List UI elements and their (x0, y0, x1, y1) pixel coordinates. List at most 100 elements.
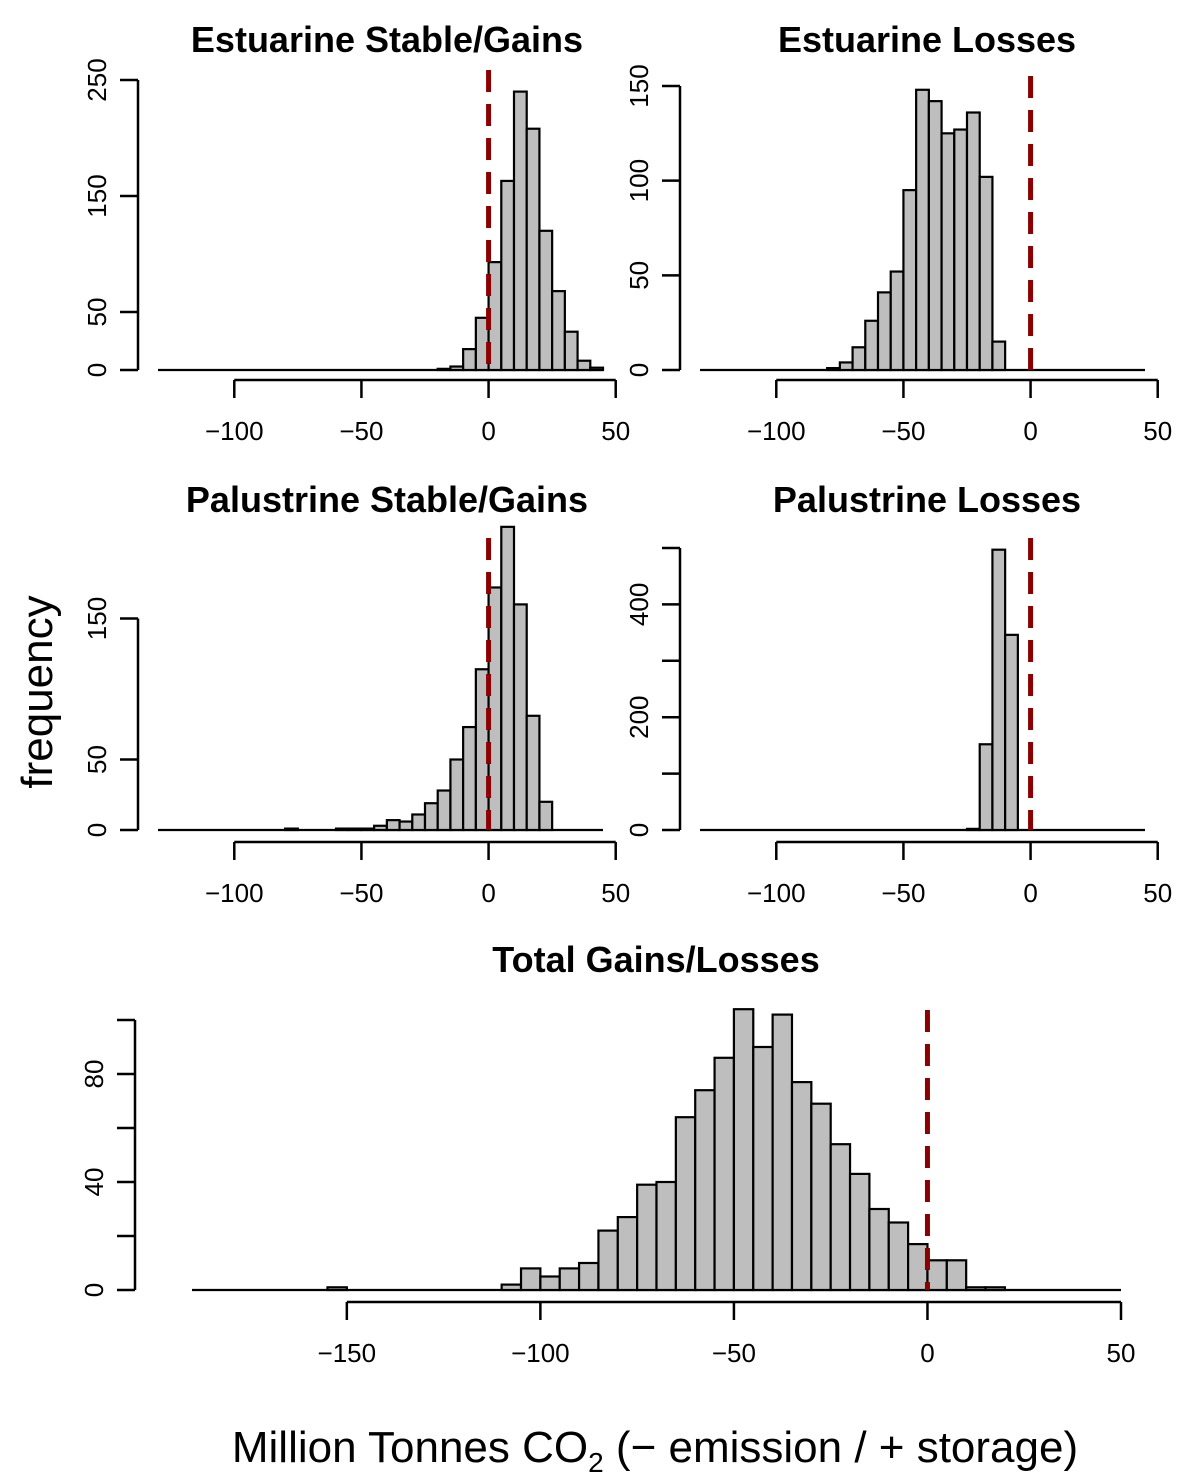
histogram-bar (398, 820, 414, 832)
histogram-bar (927, 100, 943, 372)
y-tick-label: 200 (624, 696, 654, 739)
histogram-bar (284, 827, 299, 832)
histogram-bar (519, 1267, 542, 1292)
histogram-bar (915, 88, 930, 372)
x-tick-label: 50 (601, 416, 630, 446)
histogram-bar (500, 525, 516, 832)
x-tick-label: −100 (747, 878, 806, 908)
histogram-bar (551, 290, 566, 372)
x-tick-label: −50 (881, 878, 925, 908)
histogram-bar (423, 802, 439, 832)
x-tick-label: 50 (1143, 878, 1172, 908)
panel-1: Estuarine Stable/Gains −100 −50 0 50 0 50 150 25… (82, 19, 630, 446)
histogram-bar (347, 827, 363, 832)
histogram-bar (829, 1143, 852, 1292)
histogram-bar (576, 359, 592, 372)
x-tick-label: 50 (1143, 416, 1172, 446)
y-tick-label: 0 (624, 823, 654, 837)
histogram-bar (826, 367, 841, 372)
x-tick-label: −150 (318, 1338, 377, 1368)
histogram-bar (978, 175, 994, 372)
histogram-bar (984, 1286, 1006, 1292)
x-tick-label: −100 (205, 878, 264, 908)
histogram-bar (926, 1259, 948, 1292)
histogram-bar (868, 1207, 890, 1292)
histogram-bar (694, 1089, 716, 1292)
panel-title: Palustrine Stable/Gains (186, 479, 588, 520)
histogram-bar (462, 348, 477, 372)
histogram-bar (538, 229, 554, 372)
panel-2: Estuarine Losses −100 −50 0 50 0 50 100 150 (624, 19, 1172, 446)
x-tick-label: −50 (712, 1338, 756, 1368)
histogram-bar (965, 1286, 987, 1292)
histogram-bar (887, 1221, 910, 1292)
y-tick-label: 50 (82, 745, 112, 774)
y-tick-label: 250 (82, 58, 112, 101)
histogram-bar (1004, 633, 1019, 832)
histogram-bar (436, 789, 452, 832)
histogram-bar (597, 1229, 619, 1292)
histogram-bar (771, 1013, 794, 1292)
histogram-bar (940, 132, 956, 372)
x-axis-label-subscript: 2 (588, 1447, 604, 1478)
y-tick-label: 50 (624, 261, 654, 290)
histogram-bar (525, 127, 541, 372)
histogram-bar (436, 367, 452, 372)
histogram-bar (500, 179, 516, 372)
histogram-bar (864, 319, 880, 372)
x-tick-label: 50 (1107, 1338, 1136, 1368)
histogram-bar (965, 111, 981, 372)
histogram-bar (525, 714, 541, 832)
histogram-bar (810, 1102, 832, 1292)
y-tick-label: 150 (624, 64, 654, 107)
histogram-bar (902, 189, 918, 372)
histogram-bar (838, 361, 854, 372)
panels-group: Estuarine Stable/Gains −100 −50 0 50 0 50 150 25… (79, 19, 1172, 1368)
histogram-bar (538, 800, 554, 832)
y-tick-label: 150 (82, 597, 112, 640)
y-axis-label: frequency (13, 595, 62, 788)
histogram-bar (385, 819, 401, 832)
x-tick-label: 0 (481, 416, 495, 446)
histogram-bar (876, 291, 892, 372)
x-axis-label-rest: (− emission / + storage) (604, 1423, 1078, 1472)
histogram-bar (965, 827, 981, 832)
x-tick-label: 0 (920, 1338, 934, 1368)
y-tick-label: 80 (79, 1060, 109, 1089)
histogram-bar (360, 827, 376, 832)
histogram-bar (558, 1267, 581, 1292)
x-tick-label: −100 (205, 416, 264, 446)
y-tick-label: 0 (82, 363, 112, 377)
histogram-bar (636, 1183, 658, 1292)
panel-title: Estuarine Losses (778, 19, 1076, 60)
histogram-bar (326, 1286, 348, 1292)
y-tick-label: 100 (624, 159, 654, 202)
histogram-bar (655, 1180, 677, 1292)
x-tick-label: −100 (511, 1338, 570, 1368)
y-tick-label: 0 (624, 363, 654, 377)
x-tick-label: −100 (747, 416, 806, 446)
y-tick-label: 0 (82, 823, 112, 837)
y-tick-label: 0 (79, 1283, 109, 1297)
histogram-bar (411, 813, 427, 832)
histogram-bar (848, 1172, 871, 1292)
x-tick-label: −50 (881, 416, 925, 446)
panel-title: Total Gains/Losses (492, 939, 819, 980)
histogram-bar (851, 346, 867, 372)
histogram-bar (991, 548, 1007, 832)
histogram-bar (449, 365, 465, 372)
histogram-bar (713, 1056, 736, 1292)
panel-5: Total Gains/Losses −150 −100 −50 0 50 0 40 80 (79, 939, 1135, 1368)
histogram-bar (616, 1215, 639, 1292)
y-tick-label: 400 (624, 583, 654, 626)
y-tick-label: 40 (79, 1168, 109, 1197)
histogram-bar (462, 725, 477, 832)
histogram-bar (334, 827, 350, 832)
histogram-bar (953, 128, 969, 372)
panel-title: Palustrine Losses (773, 479, 1081, 520)
histogram-bar (577, 1261, 600, 1292)
histogram-bar (589, 366, 605, 372)
histogram-bar (991, 340, 1007, 372)
x-tick-label: −50 (339, 878, 383, 908)
